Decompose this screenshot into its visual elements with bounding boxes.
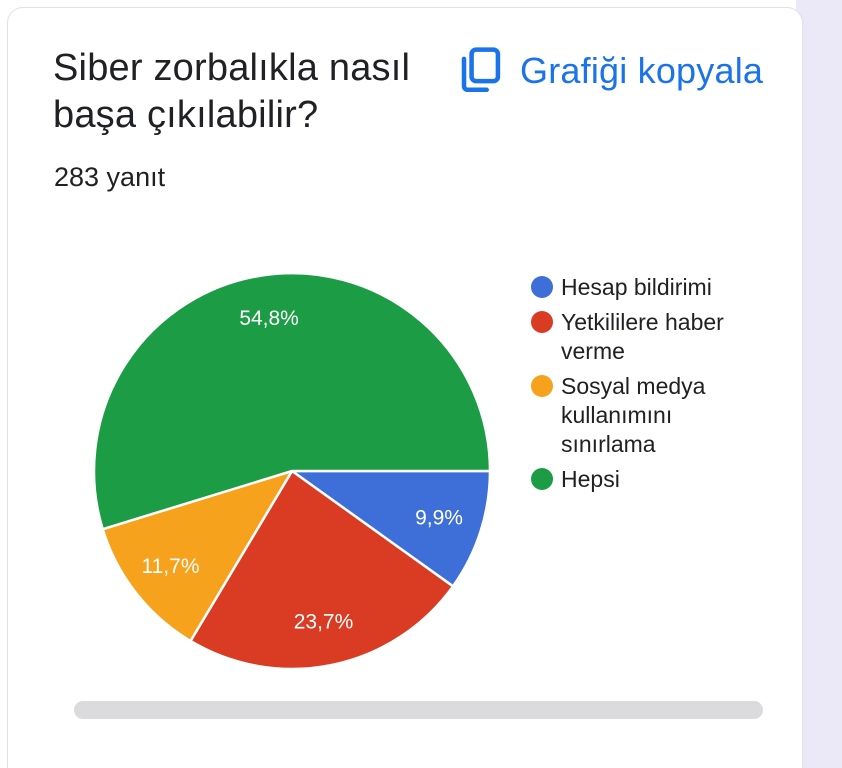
- side-panel-strip: [796, 0, 842, 768]
- legend-item-3: Sosyal medya kullanımını sınırlama: [531, 372, 761, 459]
- pie-slice-label-3: 11,7%: [142, 555, 200, 578]
- legend-dot-3: [531, 375, 553, 397]
- legend-label-2: Yetkililere haber verme: [561, 309, 724, 364]
- bottom-scrollbar[interactable]: [74, 701, 763, 719]
- legend-dot-2: [531, 311, 553, 333]
- results-card: Siber zorbalıkla nasıl başa çıkılabilir?…: [7, 7, 803, 768]
- pie-slice-1[interactable]: [290, 469, 492, 588]
- legend-item-2: Yetkililere haber verme: [531, 308, 761, 366]
- legend-item-4: Hepsi: [531, 465, 761, 494]
- legend-label-1: Hesap bildirimi: [561, 274, 712, 300]
- legend-dot-4: [531, 468, 553, 490]
- question-title: Siber zorbalıkla nasıl başa çıkılabilir?: [53, 47, 411, 136]
- legend-label-3: Sosyal medya kullanımını sınırlama: [561, 373, 706, 457]
- legend: Hesap bildirimi Yetkililere haber verme So…: [531, 273, 761, 494]
- pie-slice-label-2: 23,7%: [294, 611, 354, 634]
- pie-chart: 9,9% 23,7% 11,7% 54,8%: [87, 266, 497, 676]
- pie-slice-label-4: 54,8%: [239, 307, 299, 330]
- pie-slice-3[interactable]: [101, 469, 294, 643]
- pie-slice-label-1: 9,9%: [415, 507, 463, 530]
- copy-chart-label: Grafiği kopyala: [520, 50, 764, 91]
- legend-item-1: Hesap bildirimi: [531, 273, 761, 302]
- pie-slice-2[interactable]: [189, 469, 455, 671]
- pie-slice-4[interactable]: [92, 271, 492, 531]
- legend-dot-1: [531, 276, 553, 298]
- response-count: 283 yanıt: [54, 162, 166, 192]
- legend-label-4: Hepsi: [561, 466, 620, 492]
- copy-chart-button[interactable]: Grafiği kopyala: [452, 42, 765, 100]
- copy-icon: [454, 44, 506, 98]
